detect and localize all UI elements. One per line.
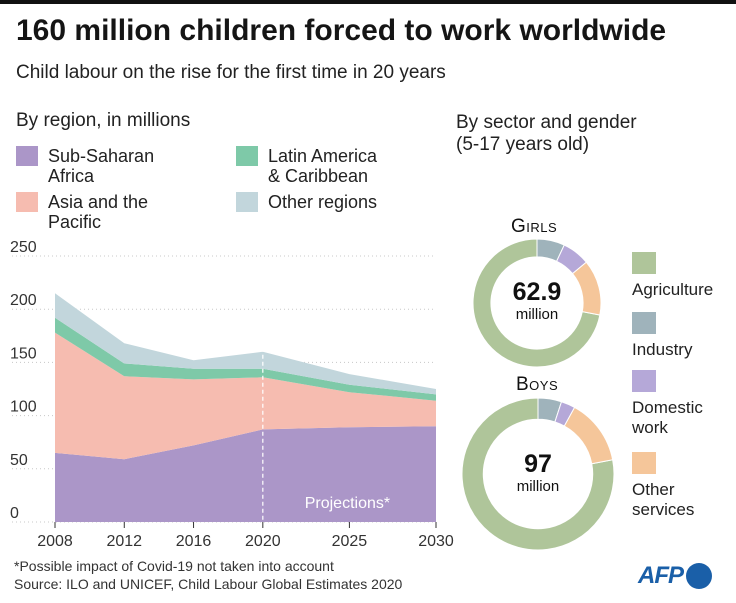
logo-dot-icon	[686, 563, 712, 589]
legend-label: Latin America & Caribbean	[268, 146, 378, 186]
legend-item-sub-saharan-africa: Sub-Saharan Africa	[16, 146, 154, 186]
sector-legend-other-services: Other services	[632, 452, 694, 520]
legend-label: Other services	[632, 480, 695, 519]
legend-swatch	[632, 370, 656, 392]
boys-unit: million	[516, 478, 560, 495]
area-series	[55, 317, 436, 401]
legend-swatch	[632, 252, 656, 274]
logo-text: AFP	[638, 562, 684, 589]
legend-swatch	[632, 452, 656, 474]
donut-slice	[571, 261, 601, 316]
top-rule	[0, 0, 736, 4]
y-tick-label: 0	[10, 505, 19, 522]
x-tick-label: 2008	[37, 533, 73, 550]
legend-label: Agriculture	[632, 280, 714, 299]
y-tick-label: 100	[10, 399, 37, 416]
legend-label: Sub-Saharan Africa	[48, 146, 155, 186]
sector-legend-domestic-work: Domestic work	[632, 370, 703, 438]
sector-section-title: By sector and gender (5-17 years old)	[456, 112, 637, 155]
afp-logo: AFP	[638, 562, 712, 590]
source-note: Source: ILO and UNICEF, Child Labour Glo…	[14, 576, 403, 592]
x-tick-label: 2016	[176, 533, 212, 550]
legend-item-other-regions: Other regions	[236, 192, 377, 212]
legend-item-latin-america: Latin America & Caribbean	[236, 146, 377, 186]
area-series	[55, 426, 436, 522]
sector-legend-industry: Industry	[632, 312, 692, 360]
girls-value: 62.9	[512, 278, 562, 306]
y-tick-label: 200	[10, 292, 37, 309]
donut-slice	[462, 398, 614, 550]
boys-label: Boys	[516, 374, 559, 395]
girls-unit: million	[515, 306, 559, 323]
y-tick-label: 250	[10, 240, 37, 256]
legend-label: Other regions	[268, 192, 378, 212]
projection-label: Projections*	[305, 495, 390, 512]
legend-swatch	[632, 312, 656, 334]
footnote: *Possible impact of Covid-19 not taken i…	[14, 558, 334, 574]
legend-item-asia-pacific: Asia and the Pacific	[16, 192, 148, 232]
y-tick-label: 50	[10, 452, 28, 469]
y-tick-label: 150	[10, 345, 37, 362]
region-area-chart: 0 50 100 150 200 250 Projections* 2008 2012 2016 2…	[10, 240, 454, 550]
region-section-title: By region, in millions	[16, 110, 191, 131]
legend-swatch	[16, 146, 38, 166]
x-tick-label: 2012	[106, 533, 142, 550]
x-tick-label: 2030	[418, 533, 454, 550]
legend-label: Domestic work	[632, 398, 703, 437]
legend-label: Industry	[632, 340, 693, 359]
girls-donut-chart	[473, 239, 601, 367]
legend-swatch	[236, 146, 258, 166]
page-title: 160 million children forced to work worl…	[16, 14, 667, 47]
area-series	[55, 332, 436, 460]
legend-swatch	[236, 192, 258, 212]
legend-swatch	[16, 192, 38, 212]
girls-label: Girls	[511, 216, 558, 237]
legend-label: Asia and the Pacific	[48, 192, 149, 232]
x-tick-label: 2025	[332, 533, 368, 550]
sector-legend-agriculture: Agriculture	[632, 252, 713, 300]
boys-value: 97	[524, 450, 552, 478]
x-tick-label: 2020	[245, 533, 281, 550]
page-subtitle: Child labour on the rise for the first t…	[16, 62, 446, 83]
donut-slice	[473, 239, 601, 367]
donut-slice	[563, 406, 614, 465]
area-series	[55, 293, 436, 395]
boys-donut-chart	[462, 398, 614, 550]
